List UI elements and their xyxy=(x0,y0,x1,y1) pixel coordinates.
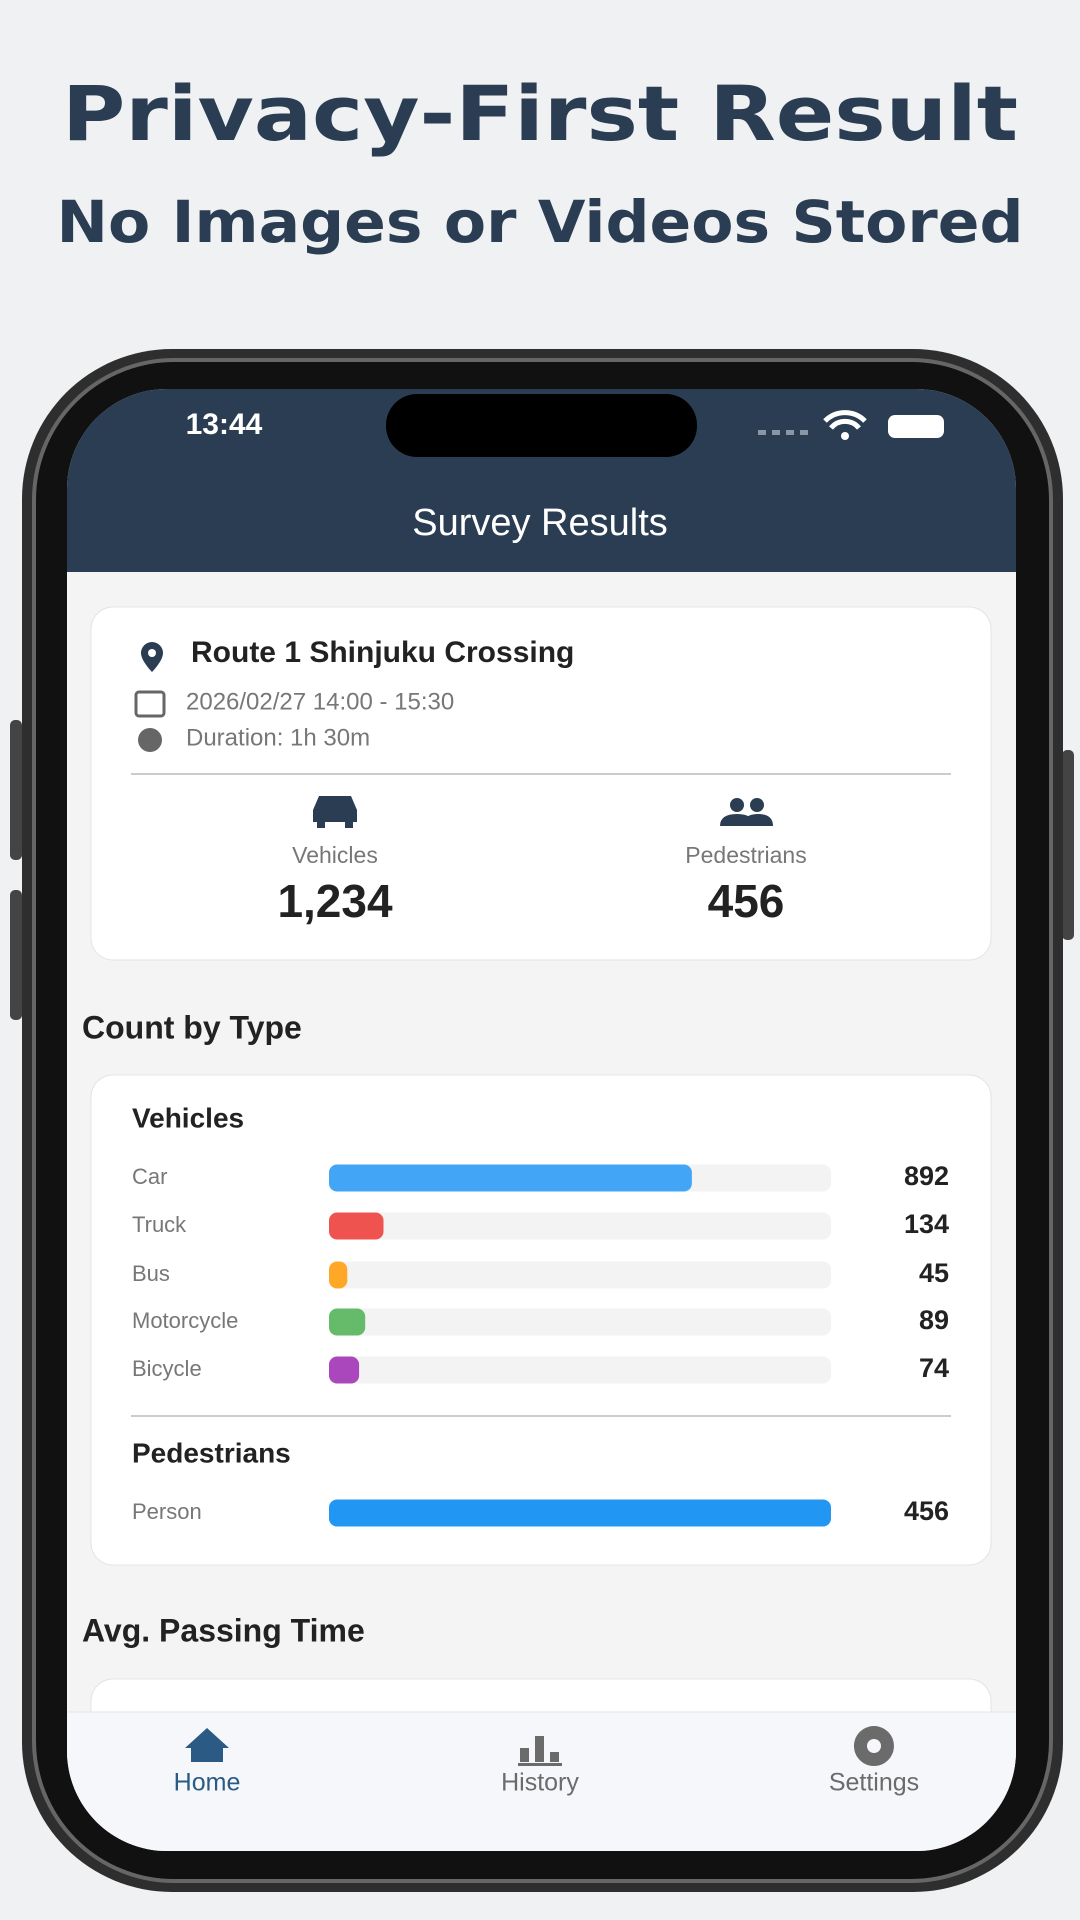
subheadline: No Images or Videos Stored xyxy=(57,188,1024,256)
type-label: Motorcycle xyxy=(132,1308,238,1333)
people-icon-body xyxy=(720,814,773,826)
side-button xyxy=(1062,750,1074,940)
battery xyxy=(888,415,944,438)
timer-icon xyxy=(138,728,162,752)
calendar-icon xyxy=(134,690,166,718)
type-label: Bus xyxy=(132,1261,170,1286)
section-title: Count by Type xyxy=(82,1009,302,1045)
bar xyxy=(329,1308,366,1336)
nav-icon[interactable] xyxy=(185,1728,229,1762)
wifi-dot xyxy=(841,432,849,440)
bar-track xyxy=(329,1356,831,1384)
bar-track xyxy=(329,1308,831,1336)
app-title: Survey Results xyxy=(412,502,668,544)
vehicle-icon-wheel xyxy=(345,820,353,828)
bar xyxy=(329,1499,831,1527)
type-label: Person xyxy=(132,1499,202,1524)
nav-label[interactable]: Settings xyxy=(829,1769,919,1797)
app-screen: 13:44 Survey Results Route 1 Shinjuku Cr… xyxy=(67,389,1016,1851)
type-count: 89 xyxy=(919,1305,949,1335)
bar xyxy=(329,1261,348,1289)
summary-card xyxy=(90,606,992,961)
bar-track xyxy=(329,1261,831,1289)
bar-track xyxy=(329,1212,831,1240)
side-button xyxy=(10,720,22,860)
bar xyxy=(329,1164,692,1192)
nav-label[interactable]: History xyxy=(501,1769,579,1797)
type-label: Car xyxy=(132,1164,167,1189)
pedestrians-label: Pedestrians xyxy=(685,842,806,868)
type-count: 134 xyxy=(904,1209,949,1239)
duration: Duration: 1h 30m xyxy=(186,724,370,751)
bar xyxy=(329,1212,384,1240)
headline: Privacy-First Result xyxy=(62,69,1018,158)
bar xyxy=(329,1356,360,1384)
type-count: 892 xyxy=(904,1161,949,1191)
pedestrians-count: 456 xyxy=(708,875,785,927)
vehicle-icon xyxy=(313,796,357,822)
vehicles-count: 1,234 xyxy=(277,875,393,927)
nav-icon[interactable] xyxy=(518,1736,562,1766)
nav-label[interactable]: Home xyxy=(174,1769,241,1797)
people-icon xyxy=(750,798,764,812)
type-label: Bicycle xyxy=(132,1356,202,1381)
status-time: 13:44 xyxy=(186,408,263,441)
vehicle-icon-wheel xyxy=(317,820,325,828)
location-icon-dot xyxy=(148,649,156,657)
section-title: Avg. Passing Time xyxy=(82,1612,365,1648)
type-count: 456 xyxy=(904,1496,949,1526)
people-icon xyxy=(730,798,744,812)
vehicles-label: Vehicles xyxy=(292,842,378,868)
dynamic-island xyxy=(386,394,697,457)
side-button xyxy=(10,890,22,1020)
signal xyxy=(758,430,808,435)
group-title: Vehicles xyxy=(132,1102,244,1133)
group-title: Pedestrians xyxy=(132,1437,291,1468)
type-count: 74 xyxy=(919,1353,949,1383)
type-count: 45 xyxy=(919,1258,949,1288)
type-label: Truck xyxy=(132,1212,187,1237)
nav-icon-hole xyxy=(867,1739,881,1753)
wifi-icon xyxy=(823,410,867,430)
location: Route 1 Shinjuku Crossing xyxy=(191,636,574,669)
date-range: 2026/02/27 14:00 - 15:30 xyxy=(186,688,454,715)
